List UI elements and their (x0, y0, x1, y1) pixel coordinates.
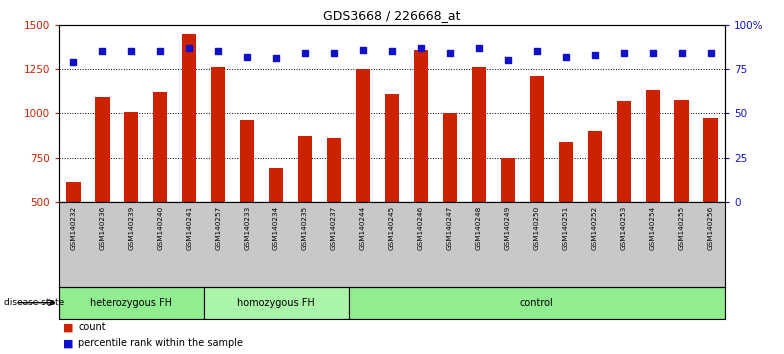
Bar (182, 34, 197, 290)
Point (415, 45, 427, 51)
Text: GSM140250: GSM140250 (534, 206, 540, 250)
Text: GSM140244: GSM140244 (360, 206, 366, 250)
Point (676, 50, 688, 56)
Point (241, 54, 253, 59)
Text: GSM140253: GSM140253 (621, 206, 626, 250)
Text: heterozygous FH: heterozygous FH (90, 298, 172, 308)
Text: GSM140256: GSM140256 (708, 206, 713, 250)
Bar (298, 136, 312, 290)
Point (589, 52, 601, 58)
Text: GSM140245: GSM140245 (389, 206, 395, 250)
Point (299, 50, 311, 56)
Text: GSM140234: GSM140234 (273, 206, 279, 250)
Bar (204, 287, 349, 319)
Text: GSM140241: GSM140241 (186, 206, 192, 250)
Point (502, 57, 514, 63)
Text: GSM140235: GSM140235 (302, 206, 308, 250)
Bar (211, 67, 226, 290)
Text: homozygous FH: homozygous FH (238, 298, 315, 308)
Point (618, 50, 630, 56)
Bar (59, 287, 204, 319)
Text: GSM140257: GSM140257 (215, 206, 221, 250)
Point (647, 50, 659, 56)
Bar (703, 118, 718, 290)
Bar (124, 113, 139, 290)
Bar (414, 50, 428, 290)
Bar (501, 158, 515, 290)
Text: control: control (520, 298, 554, 308)
Bar (240, 120, 254, 290)
Point (67, 59, 79, 65)
Text: GSM140233: GSM140233 (244, 206, 250, 250)
Point (531, 48, 543, 54)
Text: count: count (78, 322, 106, 332)
Text: GSM140246: GSM140246 (418, 206, 424, 250)
Bar (443, 113, 457, 290)
Point (473, 45, 485, 51)
Text: GSM140247: GSM140247 (447, 206, 453, 250)
Text: GSM140255: GSM140255 (679, 206, 684, 250)
Text: percentile rank within the sample: percentile rank within the sample (78, 338, 243, 348)
Text: ■: ■ (63, 338, 73, 348)
Bar (269, 168, 283, 290)
Text: GSM140240: GSM140240 (158, 206, 163, 250)
Bar (349, 287, 725, 319)
Text: GSM140249: GSM140249 (505, 206, 511, 250)
Bar (66, 182, 81, 290)
Point (154, 48, 166, 54)
Point (444, 50, 456, 56)
Bar (385, 94, 399, 290)
Point (560, 54, 572, 59)
Bar (356, 69, 370, 290)
Point (96, 48, 108, 54)
Point (705, 50, 717, 56)
Point (386, 48, 398, 54)
Bar (95, 97, 110, 290)
Text: GSM140236: GSM140236 (100, 206, 105, 250)
Text: disease state: disease state (4, 298, 64, 307)
Text: GSM140248: GSM140248 (476, 206, 482, 250)
Bar (327, 138, 341, 290)
Point (125, 48, 137, 54)
Text: GSM140239: GSM140239 (129, 206, 134, 250)
Text: GSM140252: GSM140252 (592, 206, 598, 250)
Text: GSM140254: GSM140254 (650, 206, 655, 250)
Bar (616, 101, 631, 290)
Bar (530, 76, 544, 290)
Bar (587, 131, 602, 290)
Point (328, 50, 340, 56)
Text: GSM140232: GSM140232 (71, 206, 76, 250)
Point (212, 48, 224, 54)
Bar (153, 92, 168, 290)
Bar (558, 142, 573, 290)
Bar (645, 90, 660, 290)
Bar (674, 100, 689, 290)
Text: GDS3668 / 226668_at: GDS3668 / 226668_at (323, 9, 461, 22)
Point (183, 45, 195, 51)
Text: ■: ■ (63, 322, 73, 332)
Text: GSM140251: GSM140251 (563, 206, 569, 250)
Bar (472, 67, 486, 290)
Point (357, 47, 369, 52)
Point (270, 56, 282, 61)
Text: GSM140237: GSM140237 (331, 206, 337, 250)
